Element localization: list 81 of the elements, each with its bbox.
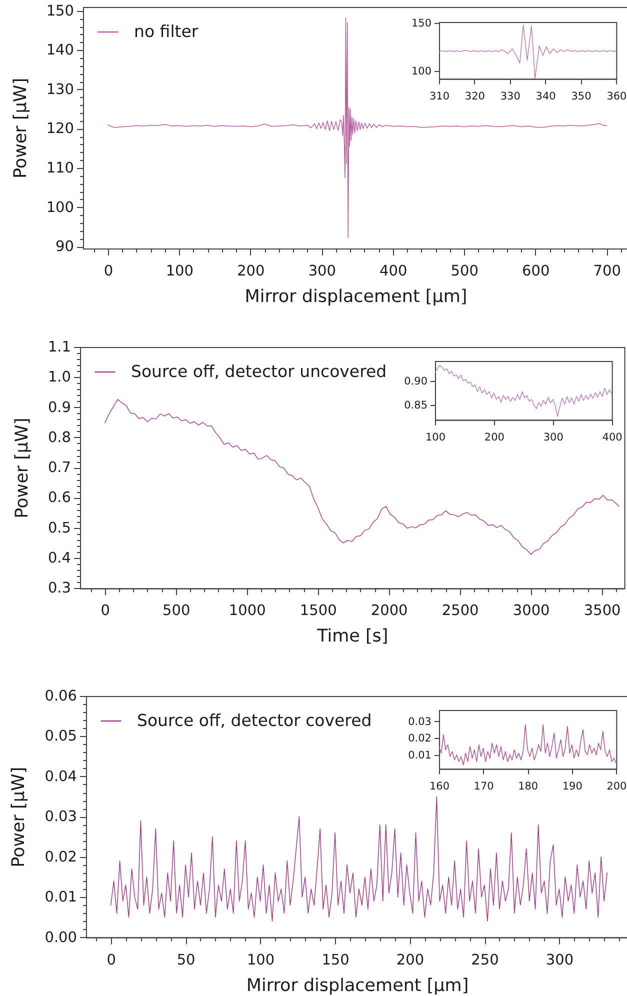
legend-label: Source off, detector covered (137, 710, 372, 730)
y-tick-label: 0.4 (48, 550, 72, 566)
x-axis-title: Mirror displacement [μm] (244, 287, 468, 307)
y-tick-label: 0.02 (408, 732, 431, 745)
y-tick-label: 0.03 (44, 808, 77, 825)
x-tick-label: 100 (426, 431, 446, 444)
x-tick-label: 250 (471, 952, 499, 968)
y-tick-label: 0.9 (48, 400, 72, 416)
y-tick-label: 100 (411, 65, 432, 78)
y-tick-label: 0.3 (48, 580, 72, 596)
x-tick-label: 150 (322, 952, 350, 968)
x-tick-label: 0 (106, 952, 116, 968)
x-tick-label: 360 (606, 90, 626, 102)
y-axis-title: Power [μW] (10, 78, 31, 179)
x-tick-label: 170 (473, 780, 494, 792)
x-tick-label: 300 (546, 952, 574, 968)
x-tick-label: 3500 (584, 602, 621, 619)
y-tick-label: 0.01 (44, 889, 77, 906)
x-tick-label: 200 (606, 780, 626, 792)
x-tick-label: 100 (166, 264, 194, 280)
y-tick-label: 100 (46, 200, 74, 216)
x-tick-label: 340 (536, 90, 556, 102)
x-axis-title: Time [s] (316, 626, 388, 646)
y-tick-label: 120 (46, 121, 74, 138)
y-tick-label: 0.06 (44, 688, 77, 704)
x-tick-label: 300 (544, 431, 564, 444)
line-series (438, 724, 616, 766)
y-tick-label: 0.7 (48, 460, 72, 476)
x-tick-label: 320 (464, 90, 485, 102)
line-series (435, 365, 612, 417)
x-tick-label: 310 (429, 90, 450, 102)
y-axis-title: Power [μW] (12, 418, 32, 518)
y-tick-label: 0.04 (44, 768, 77, 784)
y-tick-label: 0.8 (48, 430, 72, 446)
line-series (110, 796, 608, 922)
x-tick-label: 160 (428, 780, 450, 792)
x-tick-label: 0 (104, 264, 114, 280)
y-tick-label: 0.00 (44, 929, 77, 946)
line-series (108, 17, 607, 238)
x-tick-label: 100 (246, 952, 275, 968)
x-tick-label: 330 (500, 90, 520, 102)
x-tick-label: 2500 (442, 602, 479, 619)
y-tick-label: 150 (46, 3, 74, 20)
x-tick-label: 350 (571, 90, 592, 102)
y-tick-label: 150 (411, 17, 432, 30)
x-tick-label: 400 (602, 431, 622, 444)
x-tick-label: 1000 (228, 602, 266, 619)
y-tick-label: 1.1 (48, 339, 72, 356)
x-tick-label: 200 (396, 952, 424, 968)
x-tick-label: 300 (308, 264, 336, 280)
y-tick-label: 0.90 (404, 376, 428, 388)
x-tick-label: 700 (593, 264, 621, 280)
y-tick-label: 90 (56, 239, 74, 256)
x-tick-label: 2000 (370, 602, 408, 619)
x-tick-label: 3000 (512, 602, 550, 619)
legend-label: Source off, detector uncovered (131, 362, 387, 381)
y-tick-label: 0.01 (408, 749, 431, 762)
y-axis-title: Power [μW] (9, 766, 30, 867)
x-tick-label: 500 (450, 264, 478, 280)
y-tick-label: 1.0 (48, 369, 72, 386)
legend-label: no filter (134, 22, 198, 41)
x-tick-label: 200 (484, 431, 505, 444)
x-tick-label: 500 (162, 602, 190, 619)
x-tick-label: 0 (100, 602, 110, 619)
x-tick-label: 1500 (300, 602, 337, 619)
x-tick-label: 180 (518, 780, 538, 792)
y-tick-label: 110 (46, 160, 74, 176)
y-tick-label: 130 (46, 82, 74, 98)
y-tick-label: 0.5 (48, 520, 72, 536)
y-tick-label: 140 (46, 42, 74, 59)
x-axis-title: Mirror displacement [μm] (246, 975, 469, 996)
x-tick-label: 190 (562, 780, 582, 792)
y-tick-label: 0.03 (408, 716, 431, 728)
y-tick-label: 0.05 (44, 728, 77, 744)
x-tick-label: 50 (176, 952, 196, 968)
x-tick-label: 600 (522, 264, 550, 280)
y-tick-label: 0.6 (48, 490, 72, 506)
x-tick-label: 200 (237, 264, 265, 280)
x-tick-label: 400 (380, 264, 408, 280)
y-tick-label: 0.85 (404, 400, 428, 412)
y-tick-label: 0.02 (44, 848, 77, 865)
